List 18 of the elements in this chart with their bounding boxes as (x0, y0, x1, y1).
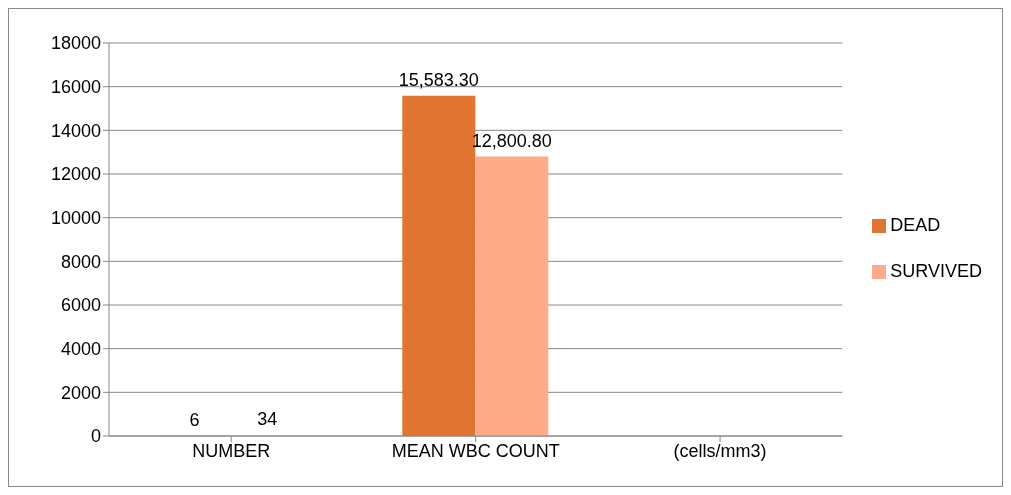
y-tick-label: 16000 (50, 77, 101, 98)
y-tick-label: 12000 (50, 164, 101, 185)
y-tick-label: 0 (90, 426, 101, 447)
data-label: 6 (189, 409, 200, 430)
x-tick-label: NUMBER (192, 440, 271, 461)
x-tick-label: (cells/mm3) (673, 440, 767, 461)
y-tick-label: 14000 (50, 120, 101, 141)
data-label: 15,583.30 (398, 69, 479, 90)
y-tick-label: 10000 (50, 208, 101, 229)
x-tick-label: MEAN WBC COUNT (391, 440, 560, 461)
y-tick-label: 18000 (50, 33, 101, 54)
legend-label: DEAD (890, 214, 941, 235)
y-tick-label: 2000 (60, 382, 101, 403)
y-tick-label: 6000 (60, 295, 101, 316)
y-tick-label: 4000 (60, 339, 101, 360)
data-label: 34 (257, 409, 278, 430)
y-tick-label: 8000 (60, 251, 101, 272)
legend-label: SURVIVED (890, 260, 982, 281)
